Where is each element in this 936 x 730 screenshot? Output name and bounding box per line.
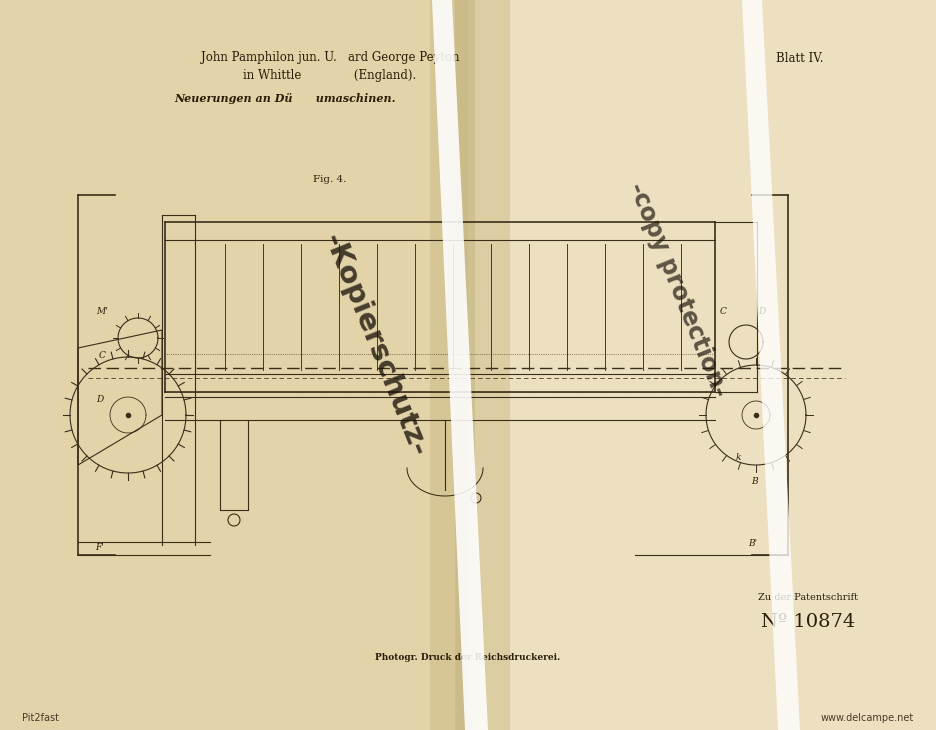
Bar [455, 0, 475, 730]
Text: John Pamphilon jun. U.   ard George Peyton: John Pamphilon jun. U. ard George Peyton [200, 52, 460, 64]
Text: D: D [758, 307, 766, 317]
Text: in Whittle              (England).: in Whittle (England). [243, 69, 417, 82]
Text: -Kopierschutz-: -Kopierschutz- [317, 229, 432, 461]
Text: -copy protection-: -copy protection- [624, 180, 732, 401]
Text: Photogr. Druck der Reichsdruckerei.: Photogr. Druck der Reichsdruckerei. [375, 653, 561, 663]
Text: B: B [751, 477, 757, 486]
Text: Blatt IV.: Blatt IV. [776, 52, 824, 64]
Text: C: C [98, 350, 106, 359]
Bar [0, 0, 468, 730]
Text: www.delcampe.net: www.delcampe.net [821, 713, 914, 723]
Text: C: C [720, 307, 726, 317]
Text: Nº 10874: Nº 10874 [761, 613, 856, 631]
Text: Neuerungen an Dü      umaschinen.: Neuerungen an Dü umaschinen. [174, 93, 396, 104]
Text: F': F' [95, 542, 105, 551]
Text: Fig. 4.: Fig. 4. [314, 175, 346, 185]
Bar [430, 0, 510, 730]
Text: Zu der Patentschrift: Zu der Patentschrift [758, 593, 858, 602]
Text: D: D [96, 396, 104, 404]
Text: M': M' [96, 307, 108, 317]
Text: Pit2fast: Pit2fast [22, 713, 59, 723]
Bar [468, 0, 936, 730]
Text: k: k [736, 453, 740, 463]
Polygon shape [432, 0, 488, 730]
Polygon shape [742, 0, 800, 730]
Text: B': B' [749, 539, 757, 548]
